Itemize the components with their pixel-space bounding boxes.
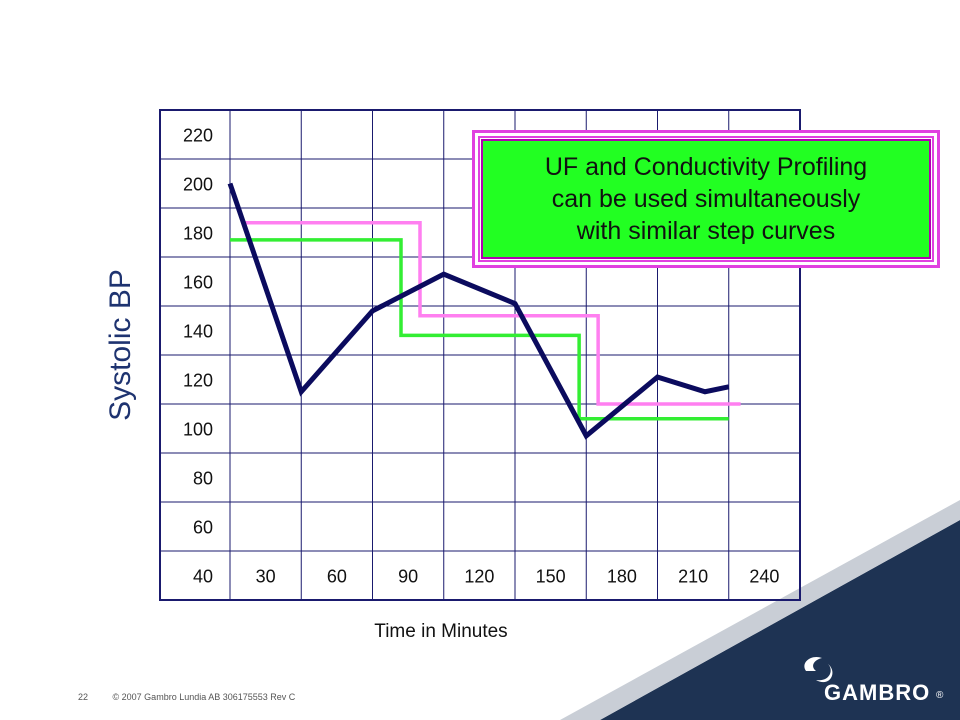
gambro-swirl-icon [804,656,833,683]
page-number: 22 [78,692,89,702]
x-tick-label: 150 [536,567,566,587]
copyright-text: © 2007 Gambro Lundia AB 306175553 Rev C [112,692,296,702]
y-tick-label: 40 [193,567,213,587]
y-tick-label: 120 [183,371,213,391]
x-tick-label: 60 [327,567,347,587]
footer: 22 © 2007 Gambro Lundia AB 306175553 Rev… [78,692,317,702]
y-axis-title: Systolic BP [104,269,137,421]
x-axis-title: Time in Minutes [374,621,507,642]
gambro-logo: GAMBRO ® [804,656,944,705]
y-tick-label: 60 [193,518,213,538]
y-tick-label: 100 [183,420,213,440]
y-tick-label: 200 [183,175,213,195]
y-tick-label: 180 [183,224,213,244]
y-tick-label: 160 [183,273,213,293]
y-tick-label: 80 [193,469,213,489]
x-tick-label: 240 [749,567,779,587]
callout-text: UF and Conductivity Profiling can be use… [481,139,931,259]
logo-text: GAMBRO [824,680,930,705]
y-tick-label: 220 [183,126,213,146]
corner-band-shadow [560,500,960,720]
x-tick-label: 90 [398,567,418,587]
x-tick-label: 30 [256,567,276,587]
x-tick-label: 120 [464,567,494,587]
logo-registered-mark: ® [936,690,944,701]
x-tick-label: 210 [678,567,708,587]
callout-box: UF and Conductivity Profiling can be use… [472,130,940,268]
x-tick-label: 180 [607,567,637,587]
y-tick-label: 140 [183,322,213,342]
systolic-bp-line [227,182,730,440]
